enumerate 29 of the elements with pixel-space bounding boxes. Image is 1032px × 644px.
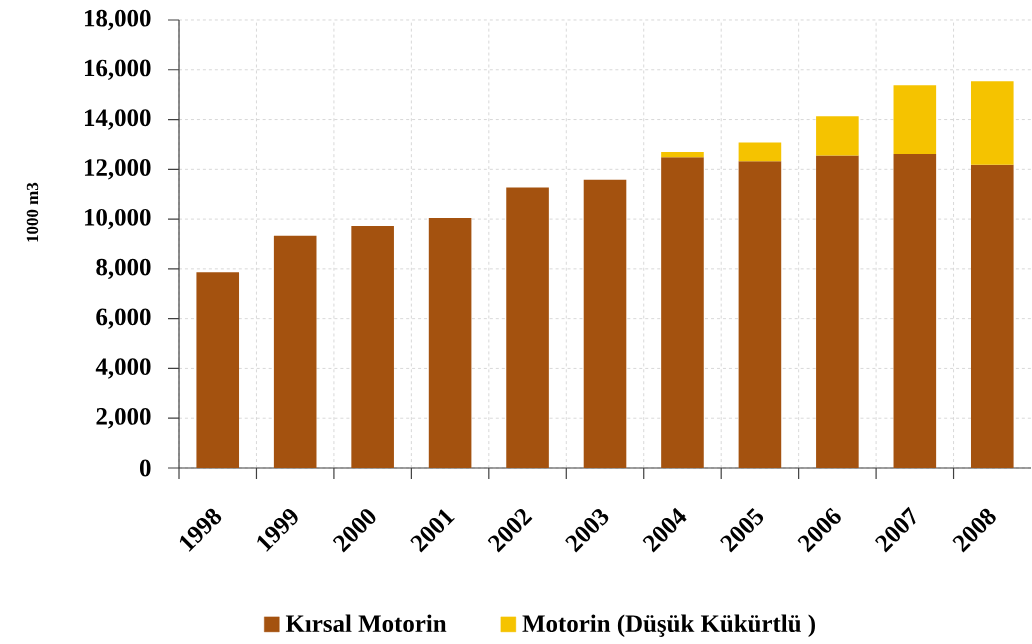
bar bbox=[661, 151, 704, 158]
bar bbox=[351, 226, 394, 468]
bar bbox=[738, 142, 782, 162]
bar bbox=[196, 272, 240, 468]
y-tick-label: 14,000 bbox=[85, 109, 151, 130]
y-tick-label: 2,000 bbox=[96, 408, 151, 429]
y-tick-label: 0 bbox=[139, 459, 151, 477]
y-axis-title: 1000 m3 bbox=[26, 182, 39, 242]
bar bbox=[970, 164, 1014, 468]
bar bbox=[583, 179, 627, 468]
y-tick-label: 10,000 bbox=[85, 208, 151, 230]
bar bbox=[816, 116, 859, 156]
bar bbox=[506, 187, 549, 468]
bar bbox=[738, 161, 782, 468]
bar bbox=[970, 81, 1014, 165]
legend-label: Kırsal Motorin bbox=[285, 614, 447, 633]
legend-label: Motorin (Düşük Kükürtlü ) bbox=[522, 614, 815, 638]
y-tick-label: 6,000 bbox=[96, 308, 151, 329]
bar bbox=[893, 85, 937, 154]
bar bbox=[816, 155, 859, 468]
y-tick-label: 4,000 bbox=[95, 358, 151, 379]
y-tick-label: 16,000 bbox=[85, 59, 151, 80]
y-tick-label: 8,000 bbox=[96, 258, 151, 280]
y-tick-label: 12,000 bbox=[85, 159, 151, 180]
bar bbox=[661, 157, 704, 468]
bar bbox=[273, 235, 317, 468]
bar bbox=[893, 153, 937, 468]
bar bbox=[428, 218, 472, 468]
y-tick-label: 18,000 bbox=[85, 9, 151, 31]
